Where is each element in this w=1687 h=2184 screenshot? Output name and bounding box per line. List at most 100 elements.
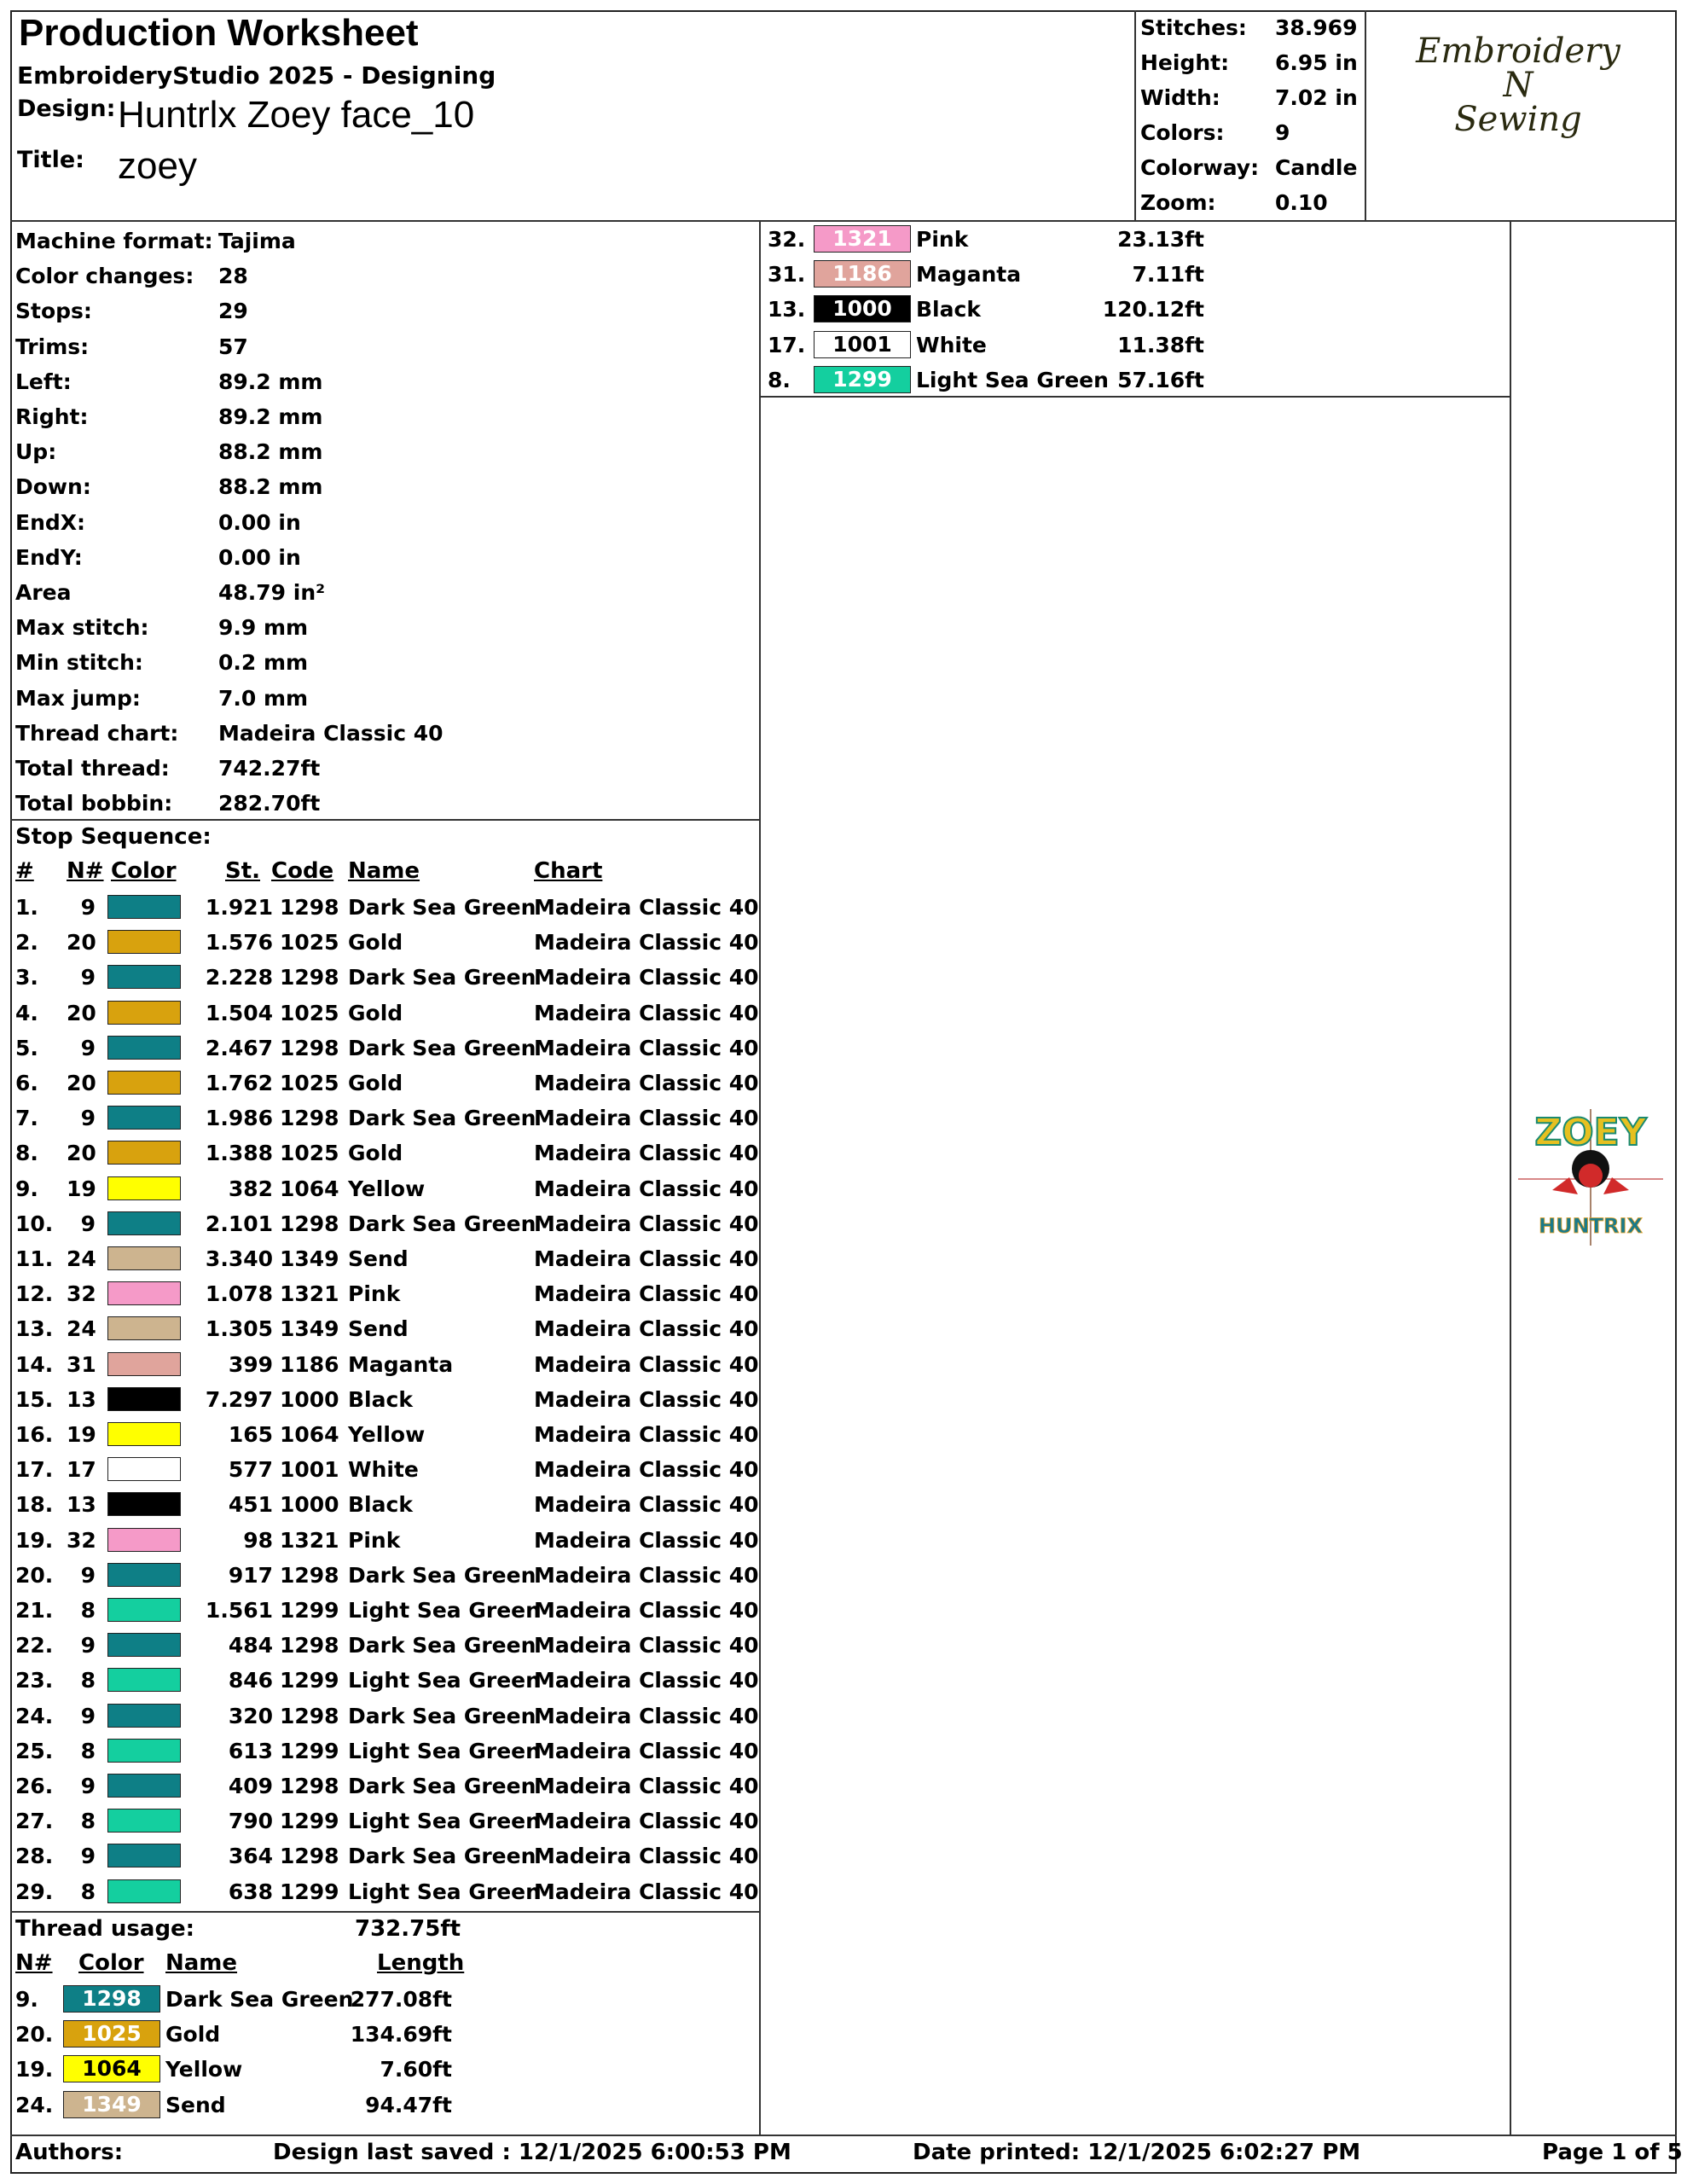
stat-value: 9 xyxy=(1275,120,1290,145)
seq-needle: 24 xyxy=(67,1316,96,1342)
seq-code: 1299 xyxy=(280,1809,339,1834)
preview-face-detail xyxy=(1579,1164,1603,1188)
property-label: Max jump: xyxy=(15,685,141,711)
color-swatch xyxy=(107,1774,181,1798)
table-row: 31. 1186 Maganta 7.11ft xyxy=(768,257,1211,292)
thread-name: Light Sea Green xyxy=(916,367,1109,392)
property-value: Madeira Classic 40 xyxy=(218,720,443,746)
thread-header-name: Name xyxy=(165,1950,238,1976)
seq-name: Light Sea Green xyxy=(348,1598,541,1623)
seq-code: 1321 xyxy=(280,1527,339,1553)
table-row: 13. 1000 Black 120.12ft xyxy=(768,292,1211,327)
seq-chart: Madeira Classic 40 xyxy=(534,1738,759,1763)
property-label: Trims: xyxy=(15,334,90,359)
seq-code: 1000 xyxy=(280,1386,339,1412)
color-swatch xyxy=(107,1457,181,1482)
seq-name: Maganta xyxy=(348,1351,454,1377)
seq-name: Dark Sea Green xyxy=(348,1035,536,1060)
seq-name: Black xyxy=(348,1492,413,1518)
footer-page-number: Page 1 of 5 xyxy=(1542,2140,1683,2165)
thread-length: 94.47ft xyxy=(365,2092,452,2117)
page-title: Production Worksheet xyxy=(19,12,419,54)
table-row: 13. 24 1.305 1349 Send Madeira Classic 40 xyxy=(15,1311,759,1346)
seq-needle: 9 xyxy=(80,1703,96,1728)
seq-code: 1298 xyxy=(280,1844,339,1869)
property-label: Stops: xyxy=(15,299,92,324)
seq-num: 4. xyxy=(15,1000,38,1025)
seq-name: Pink xyxy=(348,1281,401,1307)
seq-name: Send xyxy=(348,1316,409,1342)
seq-name: Dark Sea Green xyxy=(348,1562,536,1588)
property-value: 29 xyxy=(218,299,248,324)
color-swatch xyxy=(107,1844,181,1868)
color-swatch xyxy=(107,895,181,919)
thread-code-swatch: 1299 xyxy=(814,365,911,393)
table-row: 2. 20 1.576 1025 Gold Madeira Classic 40 xyxy=(15,925,759,960)
seq-name: Light Sea Green xyxy=(348,1809,541,1834)
thread-length: 7.11ft xyxy=(1132,262,1204,288)
seq-num: 18. xyxy=(15,1492,54,1518)
table-row: 15. 13 7.297 1000 Black Madeira Classic 40 xyxy=(15,1382,759,1417)
properties-divider xyxy=(10,819,761,821)
seq-code: 1298 xyxy=(280,1211,339,1236)
seq-stitches: 2.228 xyxy=(205,965,273,990)
seq-code: 1299 xyxy=(280,1668,339,1693)
seq-stitches: 846 xyxy=(228,1668,273,1693)
color-swatch xyxy=(107,1000,181,1025)
seq-needle: 9 xyxy=(80,1106,96,1131)
thread-header-n: N# xyxy=(15,1950,53,1976)
seq-num: 29. xyxy=(15,1879,54,1904)
seq-chart: Madeira Classic 40 xyxy=(534,1141,759,1166)
seq-stitches: 382 xyxy=(228,1176,273,1201)
seq-code: 1299 xyxy=(280,1598,339,1623)
seq-name: Black xyxy=(348,1386,413,1412)
seq-stitches: 790 xyxy=(228,1809,273,1834)
seq-num: 17. xyxy=(15,1457,54,1483)
seq-needle: 8 xyxy=(80,1809,96,1834)
footer-divider xyxy=(10,2135,1677,2136)
table-row: 10. 9 2.101 1298 Dark Sea Green Madeira Class… xyxy=(15,1206,759,1241)
seq-header-code: Code xyxy=(271,858,334,884)
seq-needle: 8 xyxy=(80,1879,96,1904)
property-value: 28 xyxy=(218,264,248,289)
seq-stitches: 1.504 xyxy=(205,1000,273,1025)
seq-num: 7. xyxy=(15,1106,38,1131)
seq-name: Dark Sea Green xyxy=(348,1703,536,1728)
preview-column-divider xyxy=(1510,220,1511,2135)
seq-stitches: 917 xyxy=(228,1562,273,1588)
seq-code: 1298 xyxy=(280,1633,339,1658)
seq-name: Light Sea Green xyxy=(348,1738,541,1763)
seq-chart: Madeira Classic 40 xyxy=(534,1633,759,1658)
seq-num: 5. xyxy=(15,1035,38,1060)
design-value: Huntrlx Zoey face_10 xyxy=(118,94,475,136)
table-row: 6. 20 1.762 1025 Gold Madeira Classic 40 xyxy=(15,1066,759,1101)
seq-name: Dark Sea Green xyxy=(348,1844,536,1869)
table-row: 8. 1299 Light Sea Green 57.16ft xyxy=(768,363,1211,398)
thread-needle: 31. xyxy=(768,262,806,288)
table-row: 1. 9 1.921 1298 Dark Sea Green Madeira Classi… xyxy=(15,890,759,925)
seq-code: 1064 xyxy=(280,1176,339,1201)
property-label: Up: xyxy=(15,439,57,465)
property-label: Total bobbin: xyxy=(15,791,173,816)
color-swatch xyxy=(107,1071,181,1095)
thread-length: 7.60ft xyxy=(380,2057,452,2082)
seq-name: Dark Sea Green xyxy=(348,1774,536,1798)
seq-code: 1298 xyxy=(280,1703,339,1728)
color-swatch xyxy=(107,1141,181,1165)
seq-header-chart: Chart xyxy=(534,858,603,884)
color-swatch xyxy=(107,1176,181,1200)
thread-code-swatch: 1064 xyxy=(63,2055,160,2083)
seq-code: 1186 xyxy=(280,1351,339,1377)
seq-num: 26. xyxy=(15,1774,54,1798)
color-swatch xyxy=(107,1351,181,1376)
seq-chart: Madeira Classic 40 xyxy=(534,1351,759,1377)
thread-needle: 13. xyxy=(768,297,806,322)
color-swatch xyxy=(107,1738,181,1763)
stat-row: Colors: 9 xyxy=(1140,117,1362,152)
table-row: 24. 9 320 1298 Dark Sea Green Madeira Classic… xyxy=(15,1699,759,1734)
thread-length: 120.12ft xyxy=(1102,297,1204,322)
title-label: Title: xyxy=(17,147,84,173)
color-swatch xyxy=(107,1668,181,1693)
sequence-divider xyxy=(10,1911,761,1913)
table-row: 14. 31 399 1186 Maganta Madeira Classic 40 xyxy=(15,1347,759,1382)
